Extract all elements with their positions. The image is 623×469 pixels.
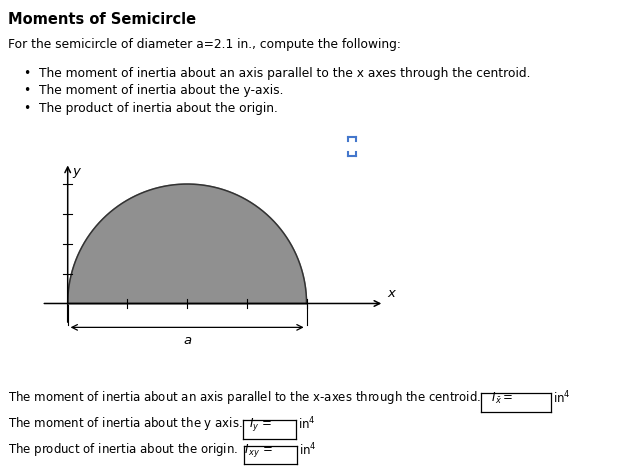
Text: in$^{4}$: in$^{4}$ bbox=[553, 389, 570, 406]
Text: y: y bbox=[72, 165, 80, 178]
Polygon shape bbox=[68, 184, 307, 303]
Text: Moments of Semicircle: Moments of Semicircle bbox=[8, 12, 196, 27]
Text: in$^{4}$: in$^{4}$ bbox=[298, 416, 315, 432]
Text: The moment of inertia about an axis parallel to the x-axes through the centroid.: The moment of inertia about an axis para… bbox=[8, 389, 513, 406]
Text: •  The moment of inertia about the y-axis.: • The moment of inertia about the y-axis… bbox=[24, 84, 283, 98]
Text: •  The product of inertia about the origin.: • The product of inertia about the origi… bbox=[24, 102, 278, 115]
Text: •  The moment of inertia about an axis parallel to the x axes through the centro: • The moment of inertia about an axis pa… bbox=[24, 67, 530, 80]
Text: in$^{4}$: in$^{4}$ bbox=[299, 442, 316, 458]
Text: The moment of inertia about the y axis.  $I_{y}$ =: The moment of inertia about the y axis. … bbox=[8, 416, 272, 434]
Text: The product of inertia about the origin.  $I_{xy}$ =: The product of inertia about the origin.… bbox=[8, 442, 273, 460]
Text: x: x bbox=[388, 287, 396, 301]
Text: For the semicircle of diameter a=2.1 in., compute the following:: For the semicircle of diameter a=2.1 in.… bbox=[8, 38, 401, 52]
Text: a: a bbox=[183, 334, 191, 347]
